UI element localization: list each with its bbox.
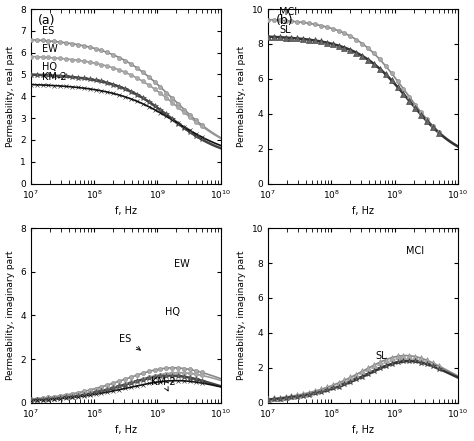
Text: ES: ES — [119, 333, 140, 350]
Text: (b): (b) — [275, 14, 293, 27]
X-axis label: f, Hz: f, Hz — [115, 426, 137, 435]
Text: KM-2: KM-2 — [151, 377, 176, 391]
Y-axis label: Permeability, real part: Permeability, real part — [237, 46, 246, 147]
X-axis label: f, Hz: f, Hz — [115, 206, 137, 217]
Text: EW: EW — [42, 44, 58, 53]
Text: SL: SL — [279, 25, 291, 34]
Text: KM-2: KM-2 — [42, 72, 66, 82]
Text: SL: SL — [375, 351, 387, 361]
X-axis label: f, Hz: f, Hz — [352, 426, 374, 435]
Text: HQ: HQ — [164, 307, 180, 318]
Text: (a): (a) — [38, 14, 56, 27]
Text: MCI: MCI — [279, 7, 297, 17]
Text: HQ: HQ — [42, 62, 57, 72]
Text: ES: ES — [42, 26, 54, 36]
Y-axis label: Permeability, real part: Permeability, real part — [6, 46, 15, 147]
X-axis label: f, Hz: f, Hz — [352, 206, 374, 217]
Text: MCI: MCI — [406, 247, 424, 256]
Y-axis label: Permeability, imaginary part: Permeability, imaginary part — [6, 250, 15, 380]
Y-axis label: Permeability, imaginary part: Permeability, imaginary part — [237, 250, 246, 380]
Text: EW: EW — [173, 259, 189, 269]
